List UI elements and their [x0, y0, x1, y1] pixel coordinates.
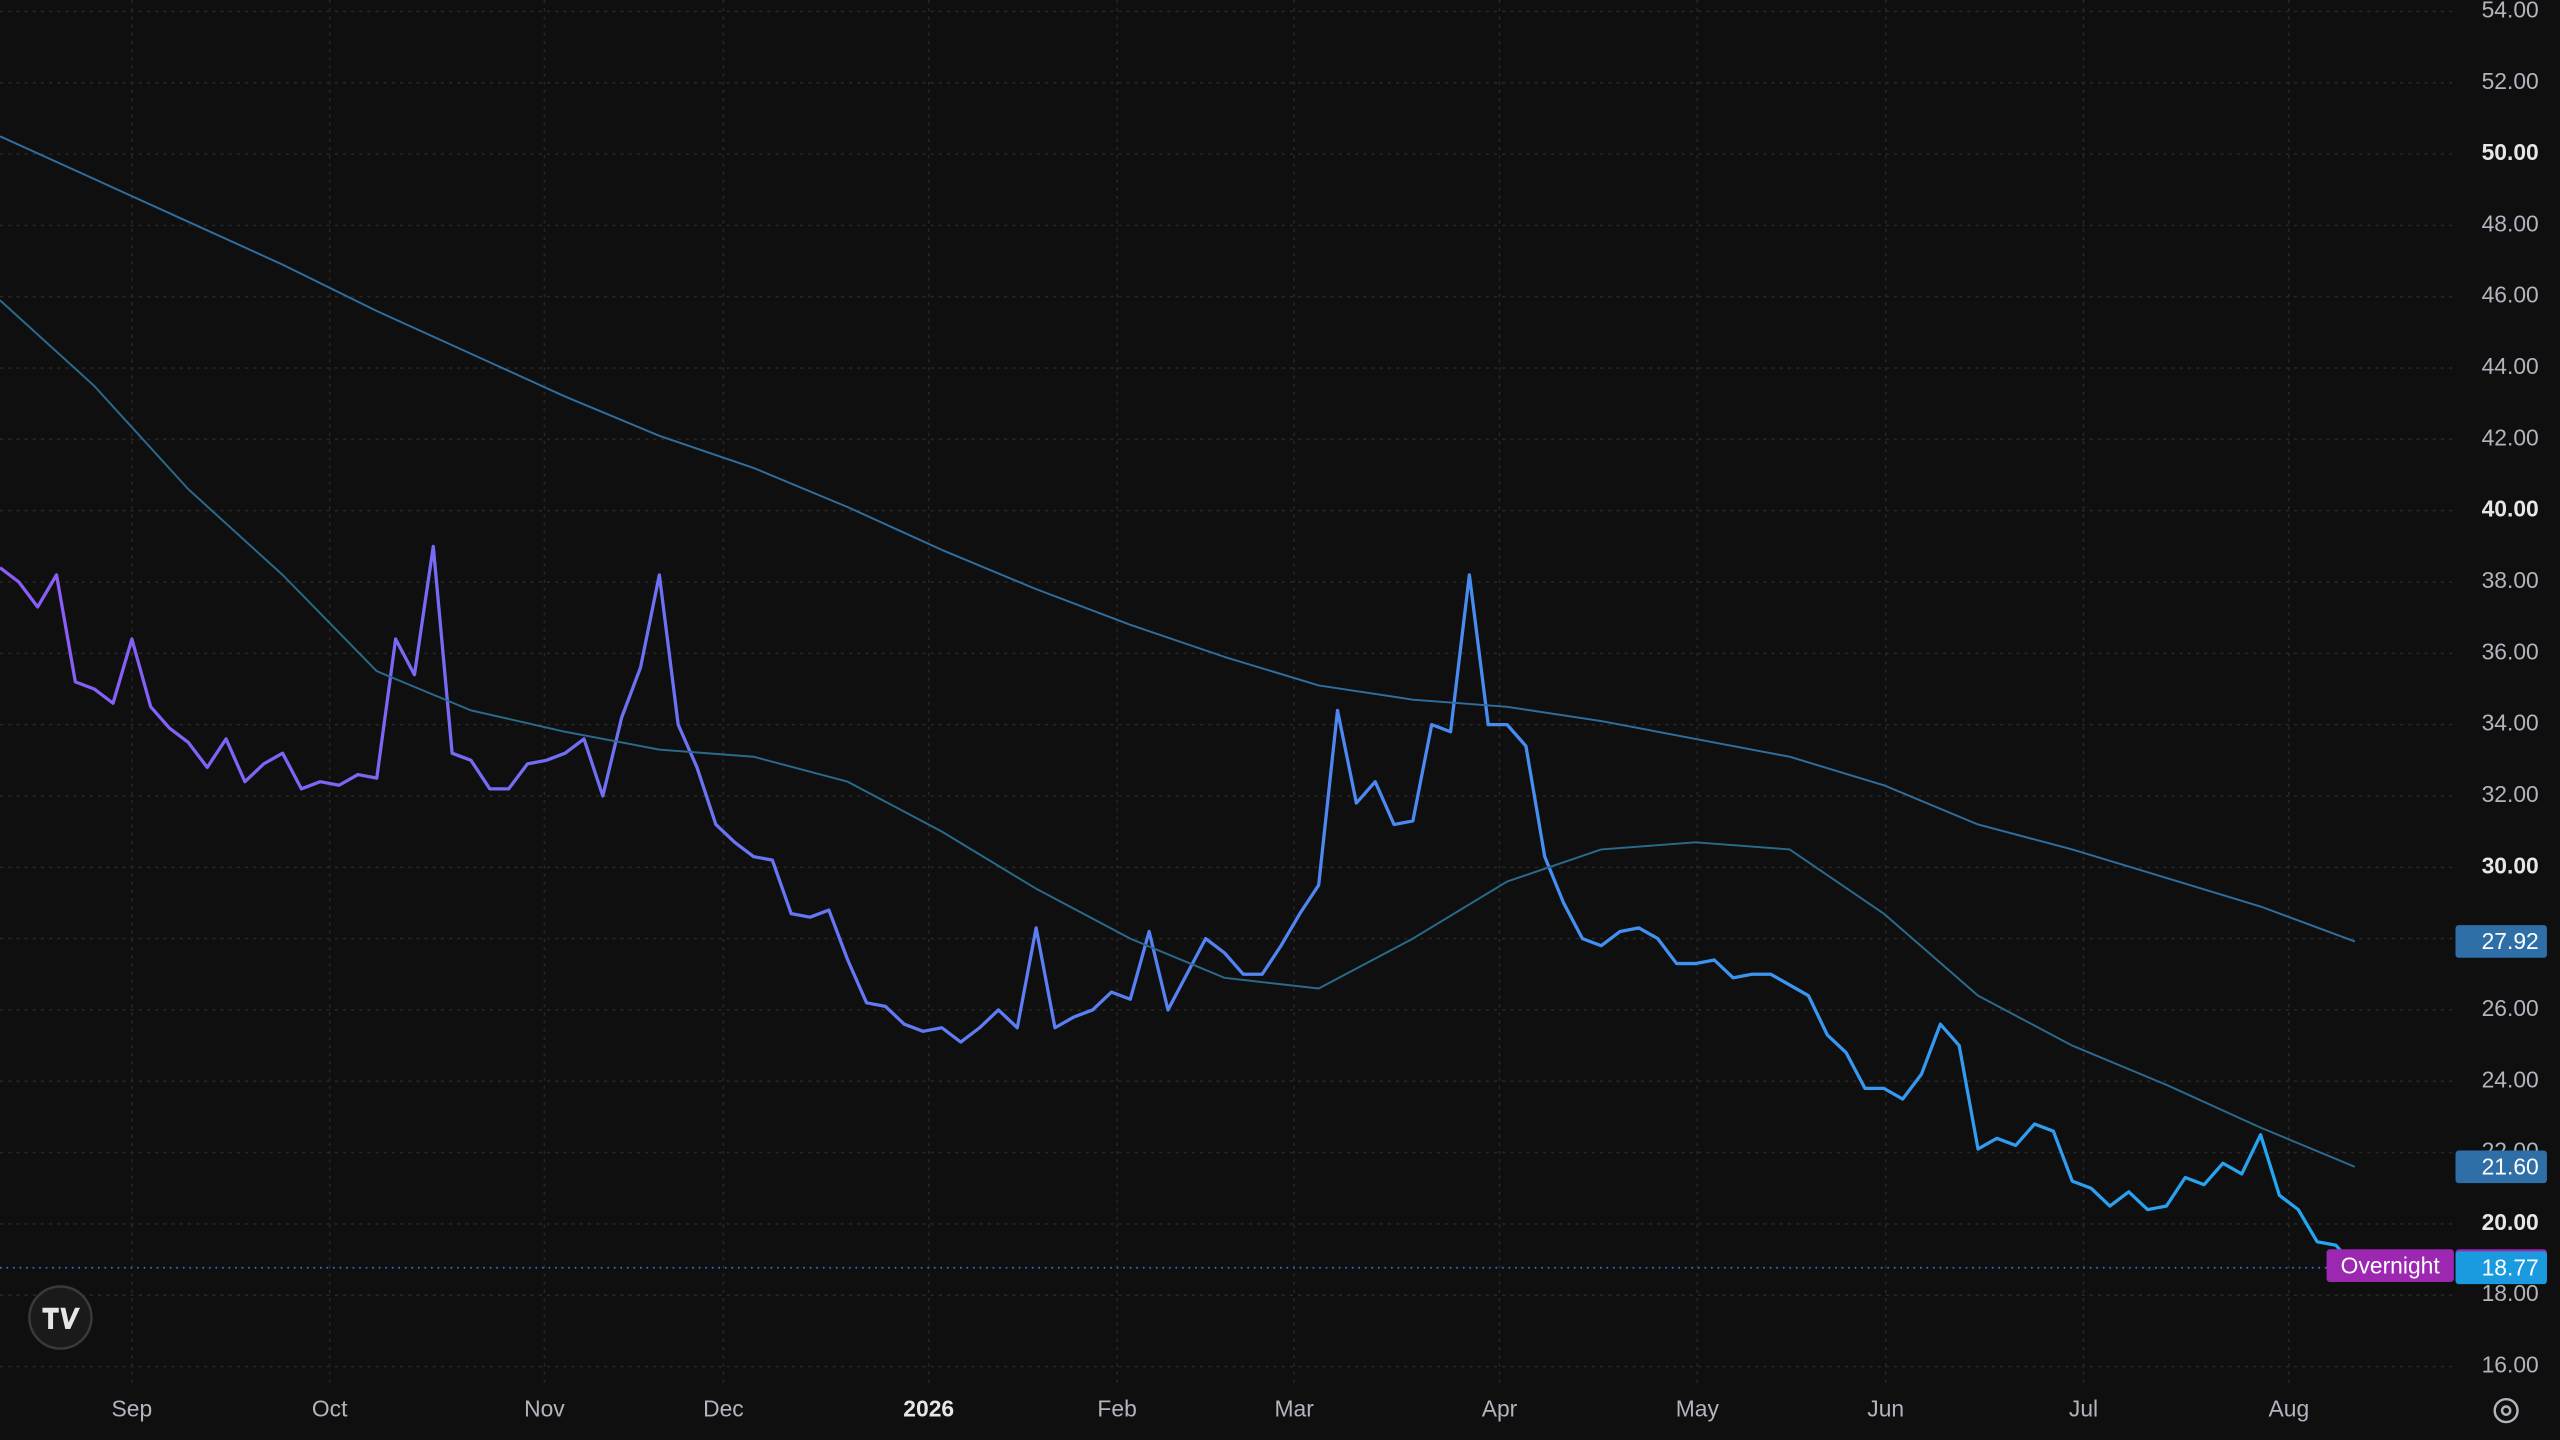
- y-tick-label: 26.00: [2482, 995, 2539, 1021]
- y-tick-label: 32.00: [2482, 781, 2539, 807]
- x-tick-label: 2026: [903, 1396, 954, 1422]
- y-tick-label: 20.00: [2482, 1209, 2539, 1235]
- y-tick-label: 24.00: [2482, 1066, 2539, 1092]
- price-label-bg: [2455, 925, 2547, 958]
- moving-average-line: [0, 135, 2356, 943]
- y-tick-label: 52.00: [2482, 68, 2539, 94]
- y-tick-label: 34.00: [2482, 710, 2539, 736]
- logo[interactable]: [28, 1285, 93, 1350]
- settings-icon[interactable]: [2493, 1397, 2519, 1424]
- price-label-bg: [2455, 1251, 2547, 1285]
- x-tick-label: Jun: [1867, 1396, 1904, 1422]
- x-tick-label: Sep: [112, 1396, 153, 1422]
- y-tick-label: 30.00: [2482, 852, 2539, 878]
- y-tick-label: 46.00: [2482, 282, 2539, 308]
- y-tick-label: 42.00: [2482, 424, 2539, 450]
- session-label-bg: [2326, 1249, 2454, 1282]
- price-label-bg: [2455, 1150, 2547, 1184]
- y-tick-label: 44.00: [2482, 353, 2539, 379]
- y-tick-label: 16.00: [2482, 1352, 2539, 1378]
- x-tick-label: Apr: [1482, 1396, 1518, 1422]
- x-tick-label: May: [1676, 1396, 1720, 1422]
- x-tick-label: Dec: [703, 1396, 744, 1422]
- y-tick-label: 36.00: [2482, 638, 2539, 664]
- x-tick-label: Oct: [312, 1396, 348, 1422]
- x-tick-label: Nov: [524, 1396, 565, 1422]
- price-label: 27.92: [2482, 928, 2539, 954]
- price-label: 18.77: [2482, 1254, 2539, 1280]
- y-tick-label: 40.00: [2482, 496, 2539, 522]
- y-tick-label: 38.00: [2482, 567, 2539, 593]
- x-tick-label: Aug: [2269, 1396, 2310, 1422]
- y-tick-label: 18.00: [2482, 1280, 2539, 1306]
- y-tick-label: 48.00: [2482, 210, 2539, 236]
- y-tick-label: 50.00: [2482, 139, 2539, 165]
- price-label: 21.60: [2482, 1153, 2539, 1179]
- moving-average-line: [0, 299, 2356, 1168]
- y-tick-label: 54.00: [2482, 0, 2539, 22]
- x-tick-label: Jul: [2069, 1396, 2098, 1422]
- x-tick-label: Mar: [1275, 1396, 1315, 1422]
- x-tick-label: Feb: [1097, 1396, 1136, 1422]
- price-line: [0, 544, 2357, 1268]
- session-label: Overnight: [2341, 1252, 2441, 1278]
